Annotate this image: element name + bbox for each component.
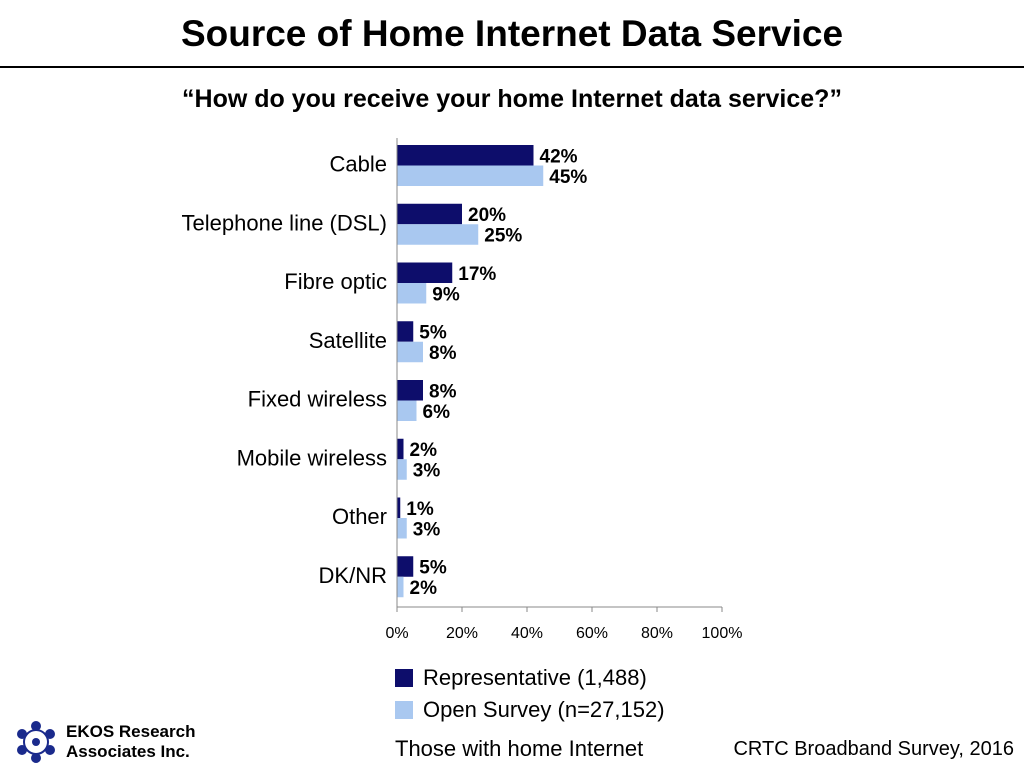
value-label-fixed-wireless-representative: 8% [429,381,457,402]
x-tick-label: 80% [641,625,673,642]
category-label-telephone-line-dsl: Telephone line (DSL) [182,210,387,235]
value-label-fibre-optic-open-survey: 9% [432,284,460,305]
bar-fibre-optic-open-survey [397,283,427,304]
company-line-1: EKOS Research [66,722,196,741]
bar-other-representative [397,497,401,518]
bar-fibre-optic-representative [397,262,453,283]
legend-label-open-survey: Open Survey (n=27,152) [423,697,665,722]
ekos-logo-icon [17,721,55,763]
bar-chart: Cable Telephone line (DSL) Fibre optic Sate… [182,138,742,642]
bar-dk-nr-representative [397,556,414,577]
x-tick-label: 20% [446,625,478,642]
legend-item-open-survey: Open Survey (n=27,152) [395,694,665,726]
legend: Representative (1,488) Open Survey (n=27… [395,662,665,726]
bar-telephone-line-dsl-open-survey [397,224,479,245]
category-label-other: Other [332,504,387,529]
bars-group [397,145,544,598]
title-divider [0,66,1024,68]
bar-fixed-wireless-open-survey [397,400,417,421]
bar-dk-nr-open-survey [397,576,404,598]
value-label-fibre-optic-representative: 17% [458,264,496,285]
legend-label-representative: Representative (1,488) [423,665,647,690]
company-name: EKOS Research Associates Inc. [66,722,195,762]
x-tick-label: 40% [511,625,543,642]
category-label-mobile-wireless: Mobile wireless [237,445,387,470]
legend-swatch-open-survey [395,701,413,719]
category-label-satellite: Satellite [309,328,387,353]
source-note: CRTC Broadband Survey, 2016 [733,738,1014,760]
x-tick-label: 60% [576,625,608,642]
value-label-satellite-open-survey: 8% [429,343,457,364]
bar-fixed-wireless-representative [397,380,423,401]
value-label-mobile-wireless-representative: 2% [410,440,438,461]
value-label-telephone-line-dsl-representative: 20% [468,205,506,226]
chart-title: Source of Home Internet Data Service [180,13,844,54]
value-label-mobile-wireless-open-survey: 3% [413,461,441,482]
bar-mobile-wireless-open-survey [397,459,407,480]
value-label-cable-representative: 42% [540,146,578,167]
base-note: Those with home Internet [395,736,644,761]
value-label-other-representative: 1% [406,499,434,520]
legend-swatch-representative [395,669,413,687]
bar-mobile-wireless-representative [397,438,404,460]
x-tick-label: 100% [702,625,743,642]
bar-other-open-survey [397,518,407,539]
bar-cable-open-survey [397,165,544,186]
bar-telephone-line-dsl-representative [397,203,462,225]
value-label-other-open-survey: 3% [413,519,441,540]
category-label-cable: Cable [330,152,387,177]
value-label-telephone-line-dsl-open-survey: 25% [484,226,522,247]
legend-item-representative: Representative (1,488) [395,662,665,694]
value-labels: 42%45%20%25%17%9%5%8%8%6%2%3%1%3%5%2% [406,146,587,599]
value-label-satellite-representative: 5% [419,323,447,344]
x-tick-label: 0% [385,625,408,642]
category-labels: Cable Telephone line (DSL) Fibre optic Sate… [182,152,387,588]
category-label-dk-nr: DK/NR [319,563,387,588]
value-label-dk-nr-open-survey: 2% [410,578,438,599]
value-label-fixed-wireless-open-survey: 6% [423,402,451,423]
bar-cable-representative [397,145,534,166]
category-label-fixed-wireless: Fixed wireless [248,387,387,412]
value-label-cable-open-survey: 45% [549,167,587,188]
category-label-fibre-optic: Fibre optic [284,269,387,294]
bar-satellite-open-survey [397,341,423,363]
x-tick-labels: 0% 20% 40% 60% 80% 100% [385,607,742,642]
company-line-2: Associates Inc. [66,742,190,761]
value-label-dk-nr-representative: 5% [419,558,447,579]
bar-satellite-representative [397,321,414,342]
chart-subtitle: “How do you receive your home Internet d… [182,85,842,113]
